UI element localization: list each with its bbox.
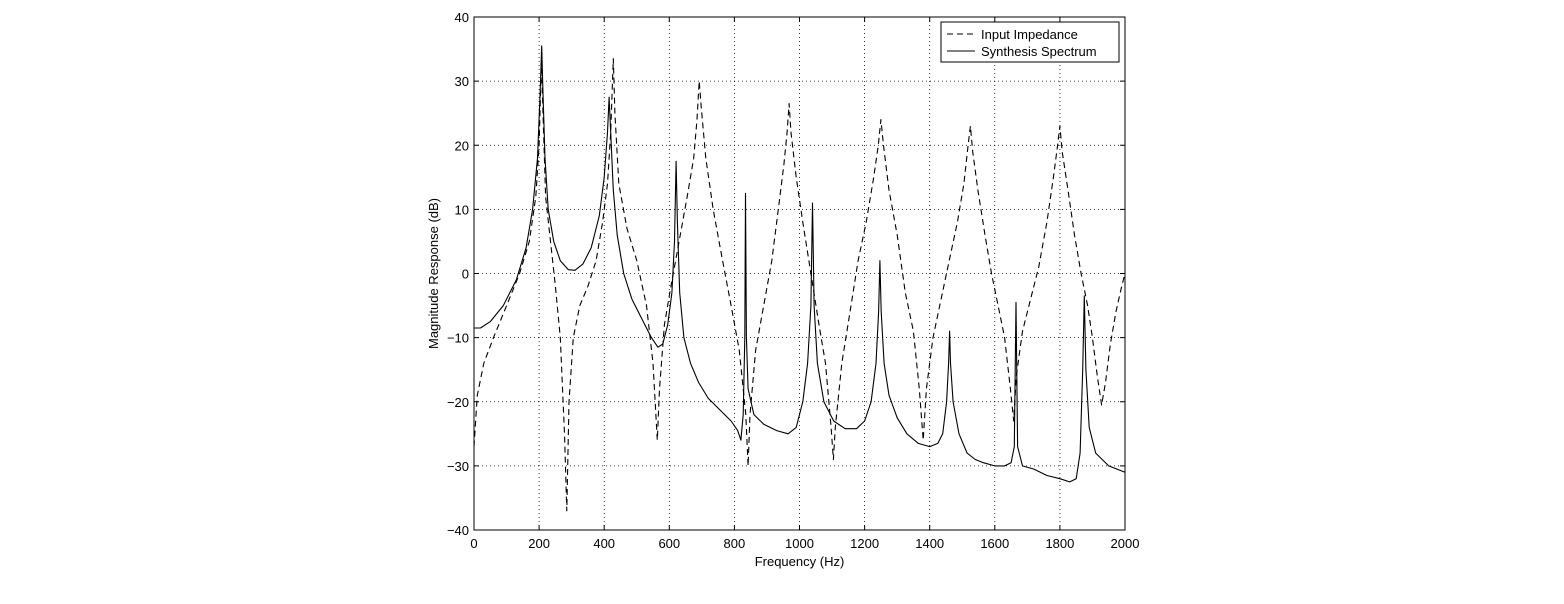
y-tick-label: 40 — [455, 10, 469, 25]
x-tick-label: 200 — [528, 536, 550, 551]
y-tick-label: −40 — [447, 523, 469, 538]
grid-lines — [474, 17, 1125, 530]
x-axis-label: Frequency (Hz) — [755, 554, 845, 569]
axis-ticks: 0 200 400 600 800 1000 1200 1400 1600 1800 2000−40… — [447, 10, 1140, 551]
series-line-input-impedance — [473, 58, 1126, 512]
y-tick-label: 30 — [455, 74, 469, 89]
y-tick-label: 10 — [455, 202, 469, 217]
legend-label-synthesis-spectrum: Synthesis Spectrum — [981, 44, 1097, 59]
x-tick-label: 1400 — [915, 536, 944, 551]
series-line-synthesis-spectrum — [474, 45, 1126, 483]
legend-label-input-impedance: Input Impedance — [981, 27, 1078, 42]
y-tick-label: −20 — [447, 395, 469, 410]
y-axis-label: Magnitude Response (dB) — [426, 198, 441, 349]
x-tick-label: 1800 — [1045, 536, 1074, 551]
legend: Input Impedance Synthesis Spectrum — [940, 21, 1120, 63]
y-tick-label: −10 — [447, 331, 469, 346]
x-tick-label: 0 — [470, 536, 477, 551]
y-tick-label: 0 — [462, 267, 469, 282]
series-lines — [473, 45, 1126, 512]
x-tick-label: 2000 — [1111, 536, 1140, 551]
x-tick-label: 400 — [593, 536, 615, 551]
x-tick-label: 1000 — [785, 536, 814, 551]
x-tick-label: 1600 — [980, 536, 1009, 551]
x-tick-label: 800 — [724, 536, 746, 551]
y-tick-label: 20 — [455, 138, 469, 153]
y-tick-label: −30 — [447, 459, 469, 474]
legend-box — [940, 21, 1120, 63]
x-tick-label: 600 — [658, 536, 680, 551]
x-tick-label: 1200 — [850, 536, 879, 551]
